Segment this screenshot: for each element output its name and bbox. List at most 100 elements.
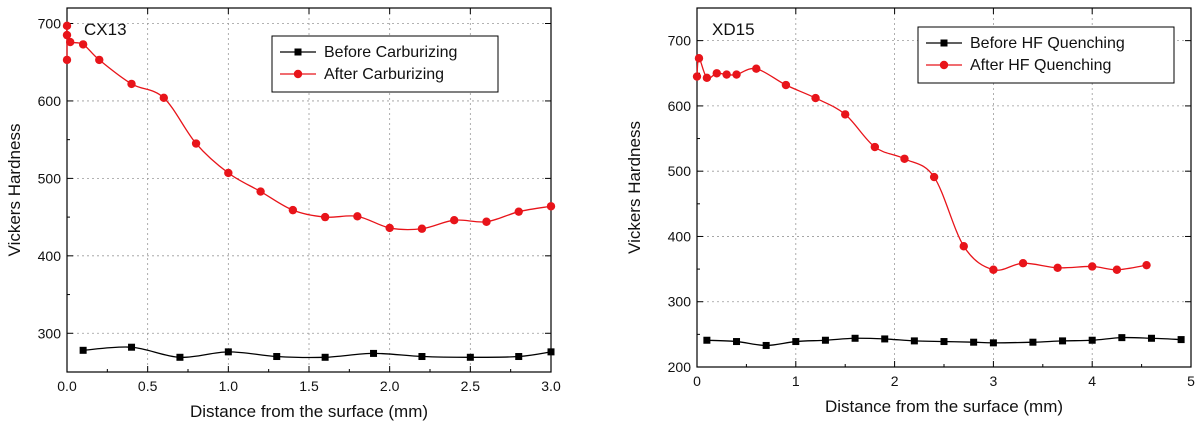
data-point [482,217,491,226]
series-line [696,57,1147,271]
data-point [851,334,859,342]
series-after-hf-quenching [692,54,1151,274]
legend-label: After Carburizing [324,66,444,83]
data-point [1118,334,1126,342]
data-point [1053,263,1062,272]
data-point [1088,336,1096,344]
data-point [900,154,909,163]
y-tick-label: 400 [38,248,62,264]
data-point [792,338,800,346]
chart-panel-cx13: 0.0 0.5 1.0 1.5 2.0 2.5 3.0 300 400 500 600 700 Dist… [5,7,561,421]
data-point [1142,260,1151,270]
data-point [1112,265,1122,274]
x-tick-label: 2.5 [461,378,481,394]
y-tick-label: 600 [38,93,62,109]
legend-box [917,26,1175,84]
series-line [83,346,552,359]
data-point [79,346,87,354]
x-tick-label: 0.5 [138,378,158,394]
x-tick-label: 1 [792,373,800,389]
x-tick-label: 1.0 [219,378,239,394]
x-tick-label: 5 [1187,373,1195,389]
data-point [515,353,523,361]
data-point [320,212,330,222]
data-point [62,30,72,40]
data-point [1177,336,1185,344]
data-point [929,172,939,182]
x-tick-label: 2.0 [380,378,400,394]
legend-marker [939,60,949,70]
data-point [256,187,265,196]
y-tick-label: 300 [668,294,692,310]
data-point [870,142,880,152]
data-point [546,202,556,211]
legend-marker [294,48,302,56]
x-tick-label: 2 [891,373,899,389]
data-point [703,336,711,344]
series-before-carburizing [79,343,555,361]
data-point [1059,337,1067,345]
panel-label: XD15 [712,20,755,39]
data-point [781,80,791,90]
y-tick-label: 500 [668,163,692,179]
data-point [821,336,829,344]
data-point [692,72,702,81]
y-tick-label: 700 [668,33,692,49]
x-tick-label: 4 [1088,373,1096,389]
legend-marker [293,69,303,79]
data-point [95,55,104,65]
y-tick-label: 600 [668,98,692,114]
data-point [547,348,555,356]
legend-box [271,35,499,93]
legend: Before HF Quenching After HF Quenching [917,26,1175,84]
series-before-hf-quenching [703,334,1185,349]
x-axis-title: Distance from the surface (mm) [190,402,428,421]
data-point [989,265,998,274]
chart-panel-xd15: 0 1 2 3 4 5 200 300 400 500 600 700 Distance from th… [625,7,1195,416]
data-point [418,353,426,361]
data-point [466,353,474,361]
data-point [694,54,704,63]
legend-label: Before Carburizing [324,44,457,61]
data-point [450,216,459,225]
y-tick-label: 200 [668,359,692,375]
data-point [841,110,850,119]
data-point [733,338,741,346]
data-point [321,353,329,361]
data-point [62,21,72,31]
legend: Before Carburizing After Carburizing [271,35,499,93]
x-tick-label: 0 [693,373,701,389]
data-point [762,341,770,349]
data-point [752,64,761,73]
y-tick-label: 300 [38,325,62,341]
data-point [989,339,997,347]
data-point [940,338,948,346]
data-point [1147,334,1155,342]
data-point [66,37,75,47]
data-point [353,212,362,221]
data-point [127,79,136,89]
data-point [722,70,731,79]
data-point [881,335,889,343]
data-point [370,349,378,357]
data-point [159,93,168,103]
data-point [224,168,233,178]
x-tick-label: 3.0 [541,378,561,394]
data-point [514,207,523,216]
legend-label: After HF Quenching [970,57,1111,74]
data-point [224,348,232,356]
y-tick-label: 500 [38,170,62,186]
x-tick-label: 3 [990,373,998,389]
data-point [128,343,136,351]
data-point [910,337,918,345]
data-point [1018,259,1028,268]
data-point [385,223,394,233]
legend-label: Before HF Quenching [970,35,1125,52]
data-point [288,205,298,215]
x-axis-title: Distance from the surface (mm) [825,397,1063,416]
data-point [702,73,712,83]
data-point [78,40,88,49]
data-point [811,93,820,103]
data-point [1088,262,1097,271]
